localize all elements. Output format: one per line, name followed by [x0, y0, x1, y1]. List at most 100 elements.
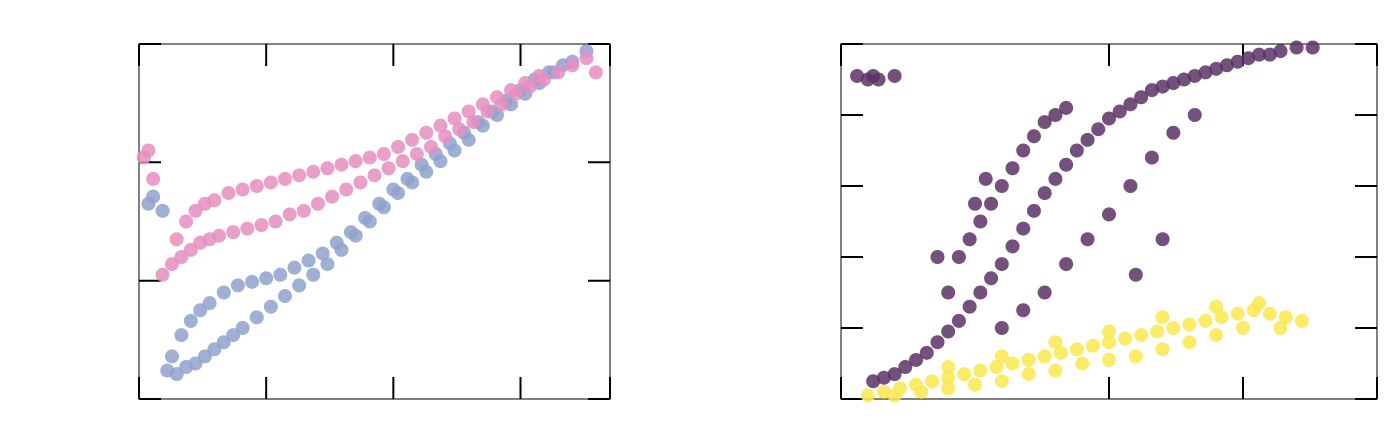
data-point — [1080, 132, 1095, 147]
data-point — [320, 257, 335, 272]
data-point — [230, 278, 245, 293]
data-point — [1075, 356, 1090, 371]
data-point — [1102, 111, 1116, 126]
data-point — [315, 246, 330, 261]
data-point — [941, 370, 956, 385]
data-point — [268, 214, 283, 229]
data-point — [386, 182, 401, 197]
data-point — [1102, 207, 1116, 222]
data-point — [1305, 40, 1320, 55]
data-point — [438, 129, 453, 144]
data-point — [1102, 352, 1116, 367]
data-point — [362, 150, 377, 165]
data-point — [207, 193, 222, 208]
data-point — [1128, 267, 1143, 282]
data-point — [1005, 161, 1020, 176]
data-point — [518, 76, 533, 91]
data-point — [1166, 125, 1181, 140]
data-point — [1262, 306, 1277, 321]
data-point — [1278, 310, 1293, 325]
data-point — [994, 374, 1009, 389]
data-point — [212, 228, 227, 243]
data-point — [941, 324, 956, 339]
data-point — [278, 289, 293, 304]
data-point — [169, 232, 184, 247]
data-point — [1048, 335, 1063, 350]
data-point — [1230, 54, 1245, 69]
data-point — [1182, 335, 1197, 350]
data-point — [876, 384, 891, 399]
data-point — [400, 171, 415, 186]
data-point — [320, 161, 335, 176]
data-point — [973, 214, 988, 229]
data-point — [876, 370, 891, 385]
data-point — [930, 250, 945, 264]
data-point — [376, 147, 391, 162]
data-point — [263, 299, 278, 314]
data-point — [968, 196, 982, 211]
data-point — [424, 139, 439, 154]
data-point — [1059, 100, 1074, 115]
data-point — [1198, 65, 1213, 80]
data-point — [994, 179, 1009, 193]
data-point — [914, 384, 929, 399]
data-point — [1059, 257, 1074, 272]
data-point — [1177, 72, 1192, 87]
data-point — [1085, 338, 1100, 353]
data-point — [1048, 171, 1063, 186]
data-point — [962, 299, 977, 314]
data-point — [1155, 79, 1170, 94]
data-point — [588, 65, 603, 80]
data-point — [249, 310, 264, 325]
data-point — [249, 179, 264, 193]
data-point — [1102, 324, 1116, 339]
left-scatter-panel — [136, 43, 611, 400]
data-point — [1182, 317, 1197, 332]
data-point — [367, 168, 382, 183]
data-point — [1273, 321, 1288, 335]
data-point — [461, 104, 476, 119]
data-point — [957, 367, 972, 382]
data-point — [292, 278, 307, 293]
data-point — [226, 225, 241, 240]
series-0 — [141, 44, 594, 382]
data-point — [1289, 40, 1304, 55]
data-point — [941, 285, 956, 300]
data-point — [579, 51, 594, 66]
data-point — [221, 186, 236, 201]
data-point — [1005, 356, 1020, 371]
data-point — [1069, 342, 1084, 357]
data-point — [1026, 203, 1041, 218]
data-point — [235, 321, 250, 335]
data-point — [287, 260, 302, 275]
data-point — [1144, 83, 1159, 98]
data-point — [994, 321, 1009, 335]
data-point — [1230, 306, 1245, 321]
data-point — [306, 267, 321, 282]
data-point — [1134, 328, 1149, 343]
data-point — [179, 214, 194, 229]
data-point — [329, 235, 344, 250]
data-point — [1016, 221, 1031, 236]
data-point — [930, 335, 945, 350]
data-point — [245, 274, 260, 289]
data-point — [1021, 352, 1036, 367]
data-point — [334, 157, 349, 172]
data-point — [887, 388, 902, 403]
data-point — [1214, 310, 1229, 325]
data-point — [978, 171, 993, 186]
data-point — [141, 143, 156, 158]
data-point — [348, 154, 363, 169]
plot-frame — [138, 43, 611, 400]
data-point — [489, 90, 504, 105]
data-point — [292, 168, 307, 183]
data-point — [1198, 313, 1213, 328]
data-point — [1102, 335, 1116, 350]
data-point — [1053, 345, 1068, 360]
data-point — [1166, 321, 1181, 335]
data-point — [532, 68, 547, 83]
data-point — [984, 271, 999, 286]
data-point — [1059, 157, 1074, 172]
data-point — [310, 196, 325, 211]
